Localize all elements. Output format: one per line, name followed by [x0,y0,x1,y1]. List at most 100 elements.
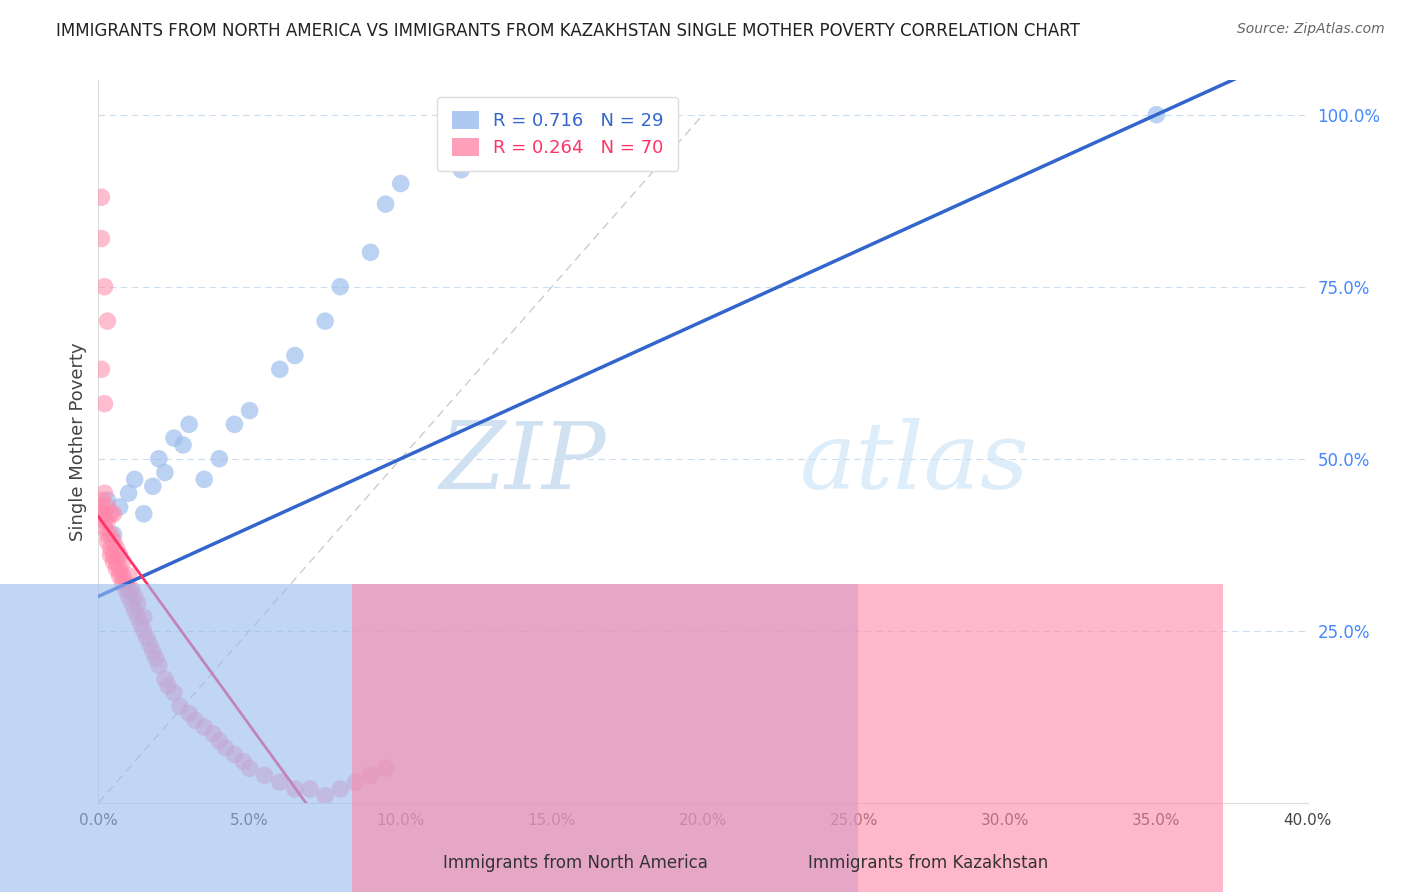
Point [108,568,131,582]
Point [156,679,179,693]
Point [239,403,262,417]
Point [139,638,162,652]
Text: Immigrants from Kazakhstan: Immigrants from Kazakhstan [808,855,1049,872]
Point [93,486,115,500]
Point [135,631,157,645]
Text: ZIP: ZIP [440,418,606,508]
Point [105,541,128,556]
Point [90,231,112,245]
Point [142,479,165,493]
Point [329,782,352,797]
Point [224,747,246,762]
Point [314,789,336,803]
Point [100,541,122,556]
Point [93,514,115,528]
Point [153,466,176,480]
Point [179,417,201,432]
Point [299,782,322,797]
Point [114,575,136,590]
Point [111,575,134,590]
Point [129,616,152,631]
Point [169,699,191,714]
Point [108,548,131,562]
Point [96,527,118,541]
Point [329,279,352,293]
Point [284,349,307,363]
Text: atlas: atlas [800,418,1029,508]
Point [145,651,167,665]
Point [90,507,112,521]
Point [93,520,115,534]
Point [100,507,122,521]
Point [121,596,143,610]
Point [239,761,262,775]
Point [132,610,155,624]
Point [124,603,146,617]
Point [103,534,125,549]
Point [142,644,165,658]
Point [232,755,254,769]
Point [105,562,128,576]
Point [481,156,503,170]
Point [93,279,115,293]
Point [90,190,112,204]
Point [96,493,118,508]
Y-axis label: Single Mother Poverty: Single Mother Poverty [69,343,87,541]
Point [118,568,141,582]
Point [374,761,396,775]
Point [132,507,155,521]
Point [202,727,225,741]
Point [100,548,122,562]
Point [105,555,128,569]
Point [90,500,112,514]
Point [103,507,125,521]
Point [124,472,146,486]
Point [96,514,118,528]
Point [450,162,472,177]
Point [108,562,131,576]
Text: Immigrants from North America: Immigrants from North America [443,855,707,872]
Text: Source: ZipAtlas.com: Source: ZipAtlas.com [1237,22,1385,37]
Point [214,740,236,755]
Point [90,362,112,376]
Point [269,362,291,376]
Point [96,500,118,514]
Point [360,768,382,782]
Point [114,582,136,597]
Point [121,582,143,597]
Point [208,451,231,466]
Text: IMMIGRANTS FROM NORTH AMERICA VS IMMIGRANTS FROM KAZAKHSTAN SINGLE MOTHER POVERT: IMMIGRANTS FROM NORTH AMERICA VS IMMIGRA… [56,22,1080,40]
Point [132,624,155,638]
Point [96,534,118,549]
Point [118,590,141,604]
Point [284,782,307,797]
Point [360,245,382,260]
Point [526,135,548,149]
Point [163,686,186,700]
Point [100,527,122,541]
Point [124,590,146,604]
Point [111,568,134,582]
Point [127,610,149,624]
Point [269,775,291,789]
Point [103,548,125,562]
Point [208,734,231,748]
Point [224,417,246,432]
Point [389,177,412,191]
Point [103,555,125,569]
Point [163,431,186,445]
Point [148,451,170,466]
Point [148,658,170,673]
Point [314,314,336,328]
Point [179,706,201,721]
Point [193,720,215,734]
Point [118,486,141,500]
Legend: R = 0.716   N = 29, R = 0.264   N = 70: R = 0.716 N = 29, R = 0.264 N = 70 [437,96,678,171]
Point [93,397,115,411]
Point [90,493,112,508]
Point [253,768,276,782]
Point [1144,108,1167,122]
Point [153,672,176,686]
Point [193,472,215,486]
Point [93,507,115,521]
